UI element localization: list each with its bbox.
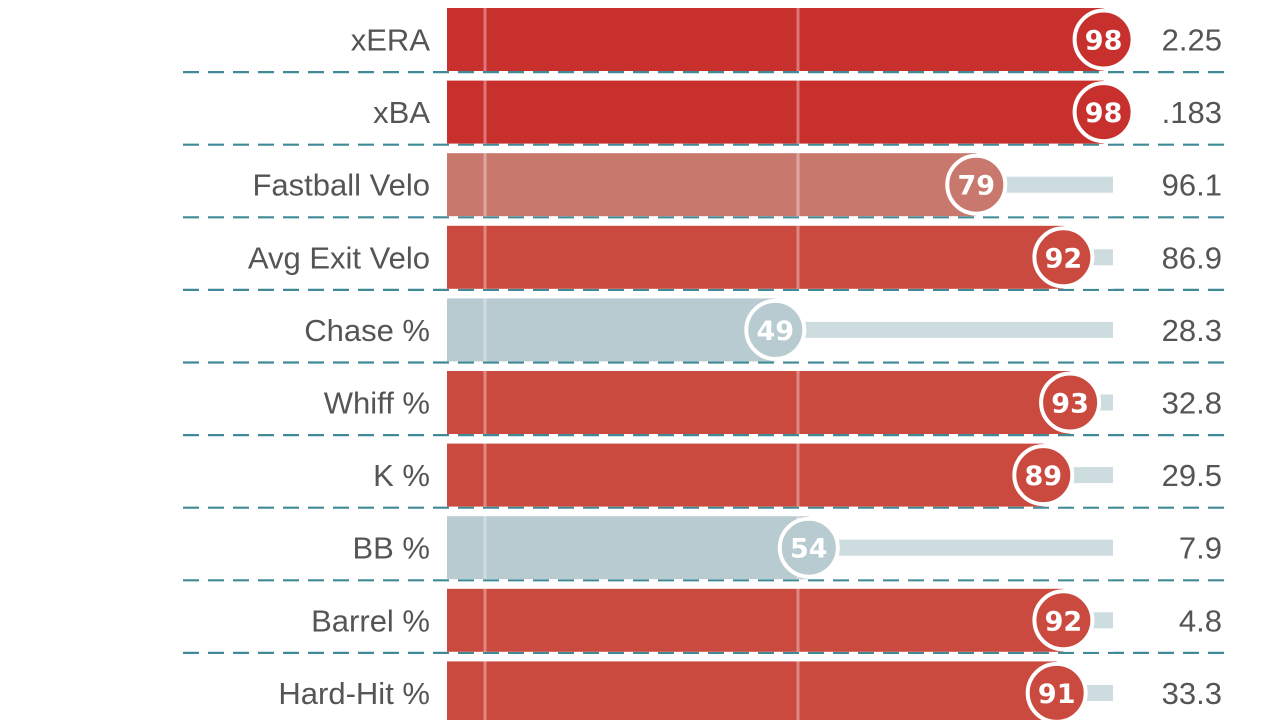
metric-label: xERA [351,23,431,58]
metric-label: Fastball Velo [253,168,431,203]
percentile-bar [447,225,1064,289]
metric-value: 7.9 [1179,531,1222,566]
percentile-circle [1072,81,1135,144]
percentile-circle [1012,444,1075,507]
percentile-circle [1072,8,1135,71]
metric-label: Whiff % [324,386,430,421]
percentile-circle [1025,661,1088,720]
metric-label: Avg Exit Velo [248,240,430,275]
metric-row: 98 xBA .183 [373,80,1222,144]
metric-label: BB % [352,531,430,566]
rows: 98 xERA 2.25 98 xBA .183 79 Fastball Velo 96.1 92… [248,8,1222,720]
metric-value: 96.1 [1162,168,1222,203]
percentile-circle [1032,226,1095,289]
metric-value: 32.8 [1162,386,1222,421]
metric-value: 4.8 [1179,603,1222,638]
percentile-bar [447,371,1071,434]
metric-row: 98 xERA 2.25 [351,8,1222,71]
percentile-bar [447,153,977,217]
percentile-bar [447,588,1064,652]
percentile-bar [447,80,1104,144]
metric-row: 79 Fastball Velo 96.1 [253,153,1222,217]
percentile-label: 92 [1045,606,1083,637]
percentile-label: 92 [1045,243,1083,274]
metric-value: 86.9 [1162,240,1222,275]
percentile-label: 93 [1051,389,1089,420]
percentile-label: 98 [1085,98,1123,129]
metric-row: 93 Whiff % 32.8 [324,371,1222,434]
metric-row: 89 K % 29.5 [373,443,1222,507]
metric-value: 33.3 [1162,676,1222,711]
percentile-bar [447,443,1044,507]
metric-row: 92 Barrel % 4.8 [311,588,1222,652]
percentile-circle [744,298,807,361]
percentile-circle [777,516,840,579]
metric-label: K % [373,458,430,493]
metric-row: 92 Avg Exit Velo 86.9 [248,225,1222,289]
metric-label: xBA [373,95,430,130]
percentile-bar [447,298,776,362]
percentile-label: 54 [790,534,828,565]
percentile-track [976,176,1113,193]
percentile-track [808,539,1113,556]
metric-row: 49 Chase % 28.3 [304,298,1222,362]
percentile-bar [447,516,809,580]
metric-row: 91 Hard-Hit % 33.3 [278,661,1222,720]
percentile-circle [1032,589,1095,652]
metric-value: 28.3 [1162,313,1222,348]
percentile-track [775,321,1113,338]
percentile-label: 79 [958,171,996,202]
percentile-label: 49 [757,316,795,347]
percentile-bar [447,661,1057,720]
metric-label: Barrel % [311,603,430,638]
metric-value: 29.5 [1162,458,1222,493]
metric-value: .183 [1162,95,1222,130]
metric-label: Chase % [304,313,430,348]
percentile-circle [945,153,1008,216]
percentile-label: 91 [1038,679,1076,710]
percentile-bar [447,8,1104,71]
metric-value: 2.25 [1162,23,1222,58]
metric-label: Hard-Hit % [278,676,430,711]
percentile-circle [1039,371,1102,434]
percentile-label: 89 [1025,461,1063,492]
metric-row: 54 BB % 7.9 [352,516,1222,580]
percentile-label: 98 [1085,26,1123,57]
